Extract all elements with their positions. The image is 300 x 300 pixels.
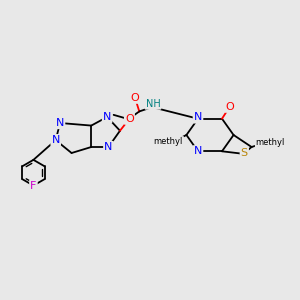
Text: N: N xyxy=(194,146,202,156)
Text: O: O xyxy=(125,114,134,124)
Text: O: O xyxy=(130,93,140,103)
Text: N: N xyxy=(194,112,202,122)
Text: methyl: methyl xyxy=(256,138,285,147)
Text: N: N xyxy=(52,135,60,145)
Text: N: N xyxy=(56,118,64,128)
Text: NH: NH xyxy=(146,99,160,109)
Text: methyl: methyl xyxy=(154,137,183,146)
Text: N: N xyxy=(104,142,112,152)
Text: S: S xyxy=(241,148,248,158)
Text: F: F xyxy=(30,181,37,190)
Text: N: N xyxy=(103,112,111,122)
Text: O: O xyxy=(225,102,234,112)
